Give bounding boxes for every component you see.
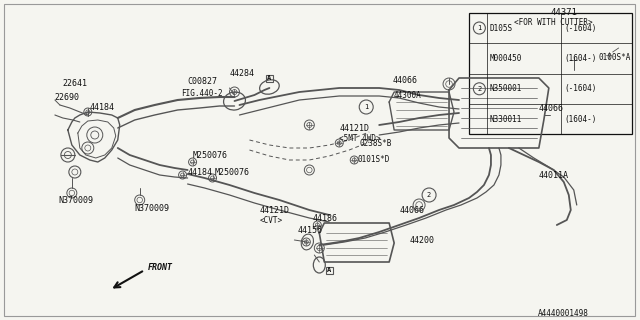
Text: 0238S*B: 0238S*B — [359, 139, 392, 148]
Text: M250076: M250076 — [193, 150, 228, 159]
Text: FIG.440-2: FIG.440-2 — [182, 89, 223, 98]
Text: 44066: 44066 — [539, 103, 564, 113]
Text: <FOR WITH CUTTER>: <FOR WITH CUTTER> — [515, 18, 593, 27]
Text: 44371: 44371 — [550, 7, 577, 17]
Text: 1: 1 — [364, 104, 369, 110]
Bar — [326, 267, 333, 274]
Bar — [547, 18, 617, 58]
Text: 44066: 44066 — [399, 205, 424, 214]
Text: M000450: M000450 — [490, 54, 522, 63]
Text: 0100S*A: 0100S*A — [598, 52, 631, 61]
Text: 44284: 44284 — [230, 68, 255, 77]
Text: 44156: 44156 — [298, 226, 323, 235]
Text: M250076: M250076 — [214, 167, 250, 177]
Bar — [266, 75, 273, 82]
Text: (-1604): (-1604) — [564, 84, 596, 93]
Text: 44186: 44186 — [312, 213, 337, 222]
Text: <5MT 4WD>: <5MT 4WD> — [339, 133, 381, 142]
Text: 2: 2 — [427, 192, 431, 198]
Text: 44011A: 44011A — [539, 171, 569, 180]
Text: FRONT: FRONT — [148, 263, 173, 273]
Text: 44184: 44184 — [90, 102, 115, 111]
Text: A: A — [268, 75, 271, 81]
Text: 0101S*D: 0101S*D — [357, 155, 390, 164]
Text: 44121D: 44121D — [339, 124, 369, 132]
Text: 44121D: 44121D — [259, 205, 289, 214]
Text: <CVT>: <CVT> — [259, 215, 283, 225]
Text: N330011: N330011 — [490, 115, 522, 124]
Text: 1: 1 — [477, 25, 481, 31]
Text: 44300A: 44300A — [393, 91, 421, 100]
Text: D105S: D105S — [490, 23, 513, 33]
Text: A4440001498: A4440001498 — [538, 308, 589, 317]
Text: 22641: 22641 — [63, 78, 88, 87]
Text: N370009: N370009 — [134, 204, 170, 212]
Text: C00827: C00827 — [188, 76, 218, 85]
Text: 2: 2 — [477, 86, 481, 92]
Text: 44066: 44066 — [392, 76, 417, 84]
Text: (1604-): (1604-) — [564, 54, 596, 63]
Text: A: A — [327, 267, 332, 273]
Text: 22690: 22690 — [55, 92, 80, 101]
Text: (1604-): (1604-) — [564, 115, 596, 124]
Text: 44184: 44184 — [188, 167, 212, 177]
Text: N370009: N370009 — [58, 196, 93, 204]
Bar — [469, 13, 632, 134]
Text: (-1604): (-1604) — [564, 23, 596, 33]
Text: 44200: 44200 — [409, 236, 434, 244]
Text: N350001: N350001 — [490, 84, 522, 93]
